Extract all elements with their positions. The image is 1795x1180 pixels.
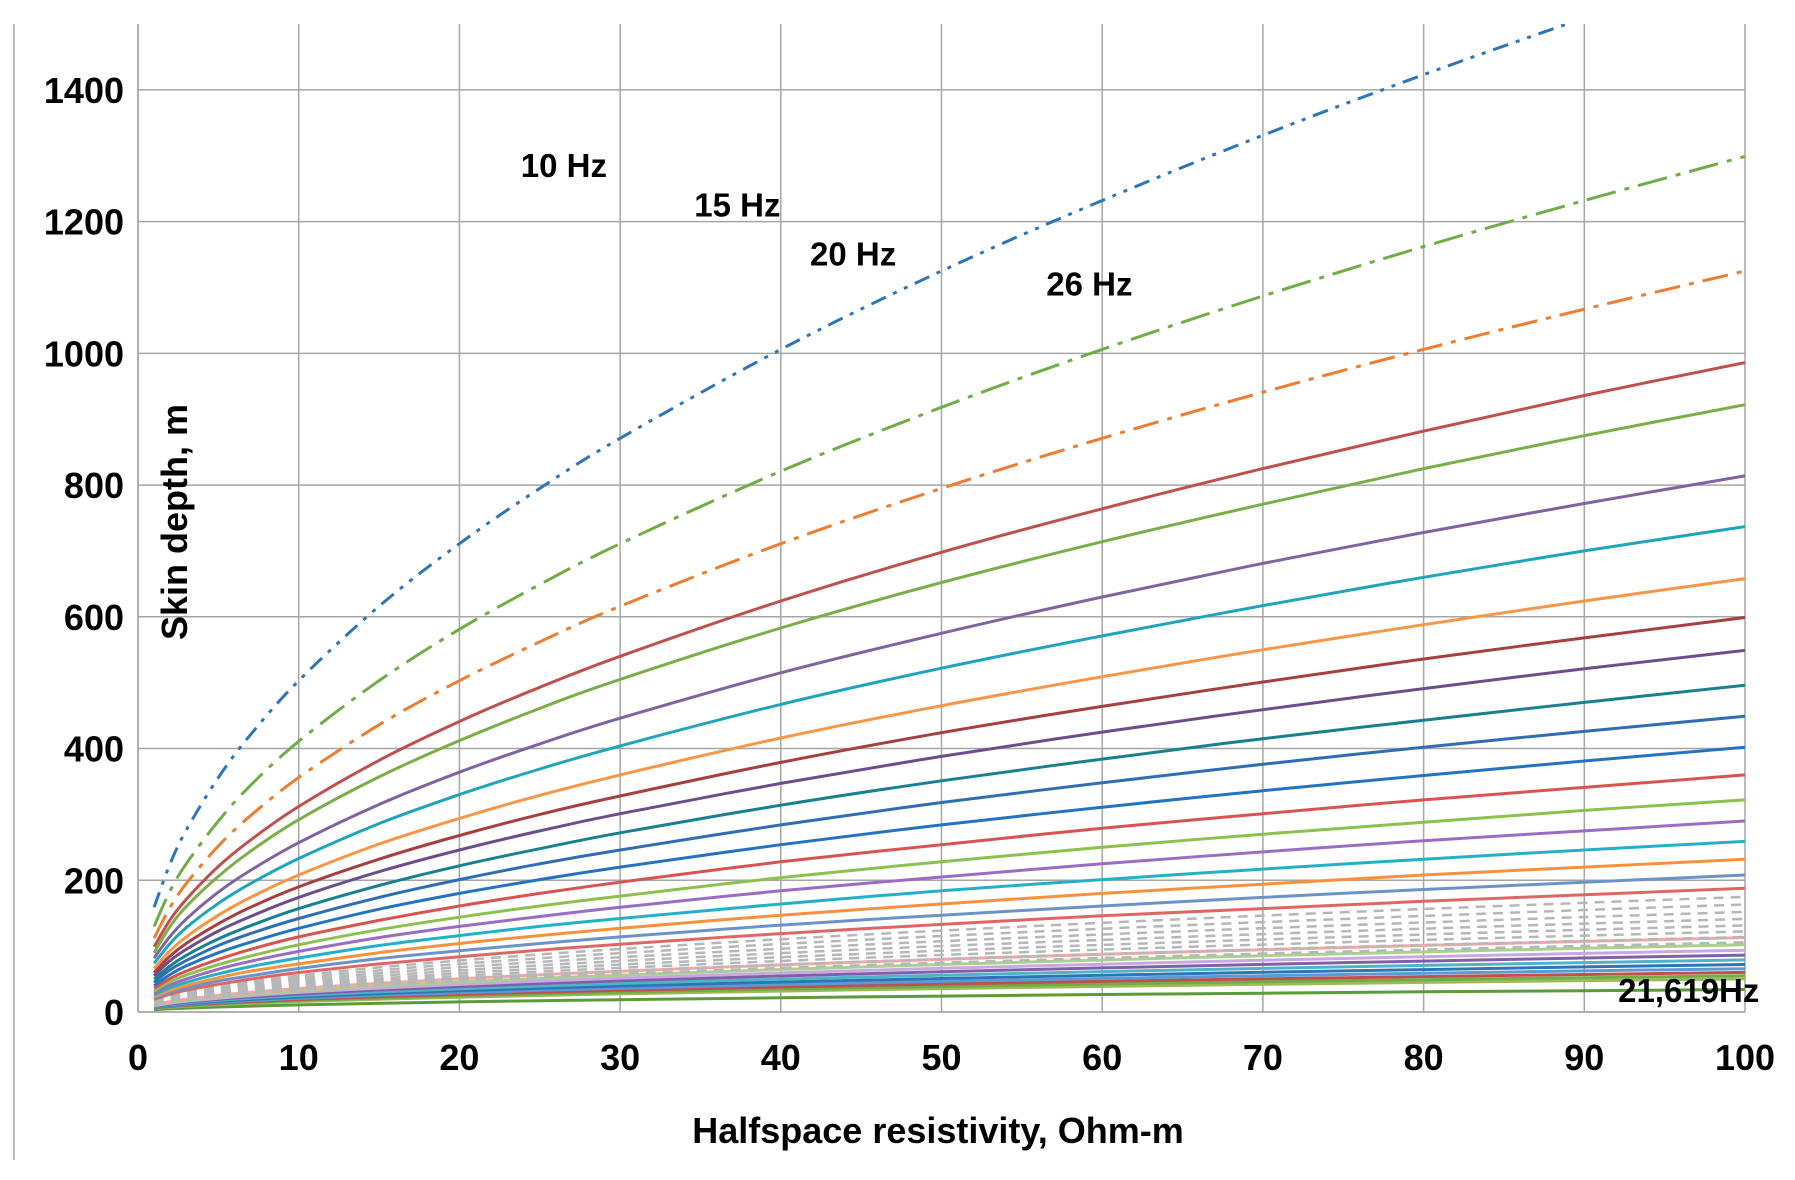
x-tick-label: 100	[1715, 1037, 1775, 1078]
series-line	[153, 930, 1745, 1006]
series-line	[153, 648, 1745, 977]
series-line-21-619hz	[153, 988, 1745, 1012]
series-line	[153, 895, 1745, 1002]
series-line	[153, 903, 1745, 1003]
series-line	[153, 910, 1745, 1004]
series-line	[153, 616, 1745, 974]
x-axis-title: Halfspace resistivity, Ohm-m	[692, 1110, 1184, 1151]
series-line	[152, 474, 1745, 959]
series-line	[153, 857, 1745, 999]
series-line	[153, 714, 1745, 984]
series-line-10-hz	[152, 24, 1572, 908]
series-line	[153, 924, 1745, 1005]
series-line	[153, 873, 1745, 1000]
y-tick-label: 600	[64, 597, 124, 638]
x-tick-label: 10	[279, 1037, 319, 1078]
series-line	[153, 935, 1745, 1006]
annotation-label: 26 Hz	[1046, 265, 1132, 302]
x-tick-label: 50	[921, 1037, 961, 1078]
series-line	[153, 819, 1745, 995]
x-tick-label: 30	[600, 1037, 640, 1078]
y-tick-label: 400	[64, 729, 124, 770]
tick-labels: 0 10 20 30 40 50 60 70 80 90 100020040060080010001…	[44, 70, 1775, 1078]
series-line	[152, 577, 1745, 970]
annotation-label: 15 Hz	[694, 186, 780, 223]
x-tick-label: 70	[1243, 1037, 1283, 1078]
series-line	[153, 886, 1745, 1001]
y-tick-label: 1200	[44, 202, 124, 243]
series-line	[152, 403, 1745, 954]
x-tick-label: 0	[128, 1037, 148, 1078]
y-tick-label: 1400	[44, 70, 124, 111]
series-line	[153, 745, 1745, 987]
series-line	[152, 525, 1745, 965]
series-line-26-hz	[152, 361, 1745, 948]
y-tick-label: 200	[64, 860, 124, 901]
y-axis-title: Skin depth, m	[154, 404, 195, 640]
y-tick-label: 0	[104, 992, 124, 1033]
x-tick-label: 80	[1404, 1037, 1444, 1078]
y-tick-label: 800	[64, 465, 124, 506]
annotation-label: 21,619Hz	[1618, 972, 1759, 1009]
series-line	[153, 798, 1745, 993]
x-tick-label: 20	[439, 1037, 479, 1078]
annotations: 10 Hz 15 Hz 20 Hz 26 Hz 21,619Hz	[521, 147, 1760, 1009]
series-lines	[152, 24, 1745, 1012]
x-tick-label: 90	[1564, 1037, 1604, 1078]
x-tick-label: 60	[1082, 1037, 1122, 1078]
x-tick-label: 40	[761, 1037, 801, 1078]
series-line	[153, 773, 1745, 990]
series-line	[153, 917, 1745, 1004]
series-line-20-hz	[152, 269, 1745, 939]
series-line	[153, 683, 1745, 981]
series-line	[153, 839, 1745, 997]
annotation-label: 20 Hz	[810, 236, 896, 273]
gridlines	[13, 24, 1746, 1160]
y-tick-label: 1000	[44, 333, 124, 374]
series-line-15-hz	[152, 154, 1745, 927]
annotation-label: 10 Hz	[521, 147, 607, 184]
